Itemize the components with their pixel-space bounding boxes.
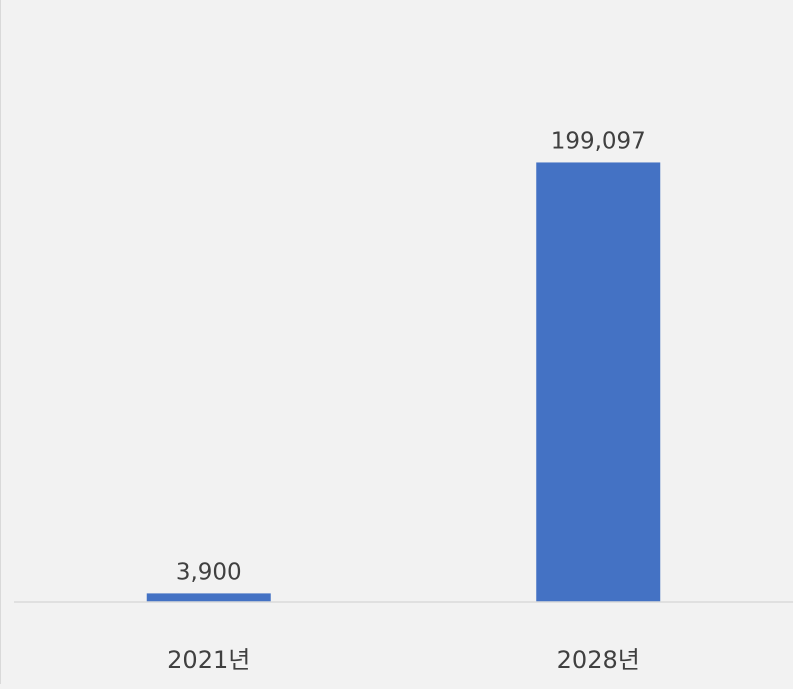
data-label-1: 199,097 (551, 128, 646, 154)
bar-1 (536, 162, 661, 602)
data-labels-layer: 3,900 199,097 (176, 128, 646, 585)
data-label-0: 3,900 (176, 559, 242, 585)
x-tick-label-1: 2028년 (557, 646, 640, 674)
x-tick-labels-layer: 2021년 2028년 (167, 646, 640, 674)
bars-layer (146, 162, 661, 602)
bar-0 (146, 593, 271, 602)
x-tick-label-0: 2021년 (167, 646, 250, 674)
